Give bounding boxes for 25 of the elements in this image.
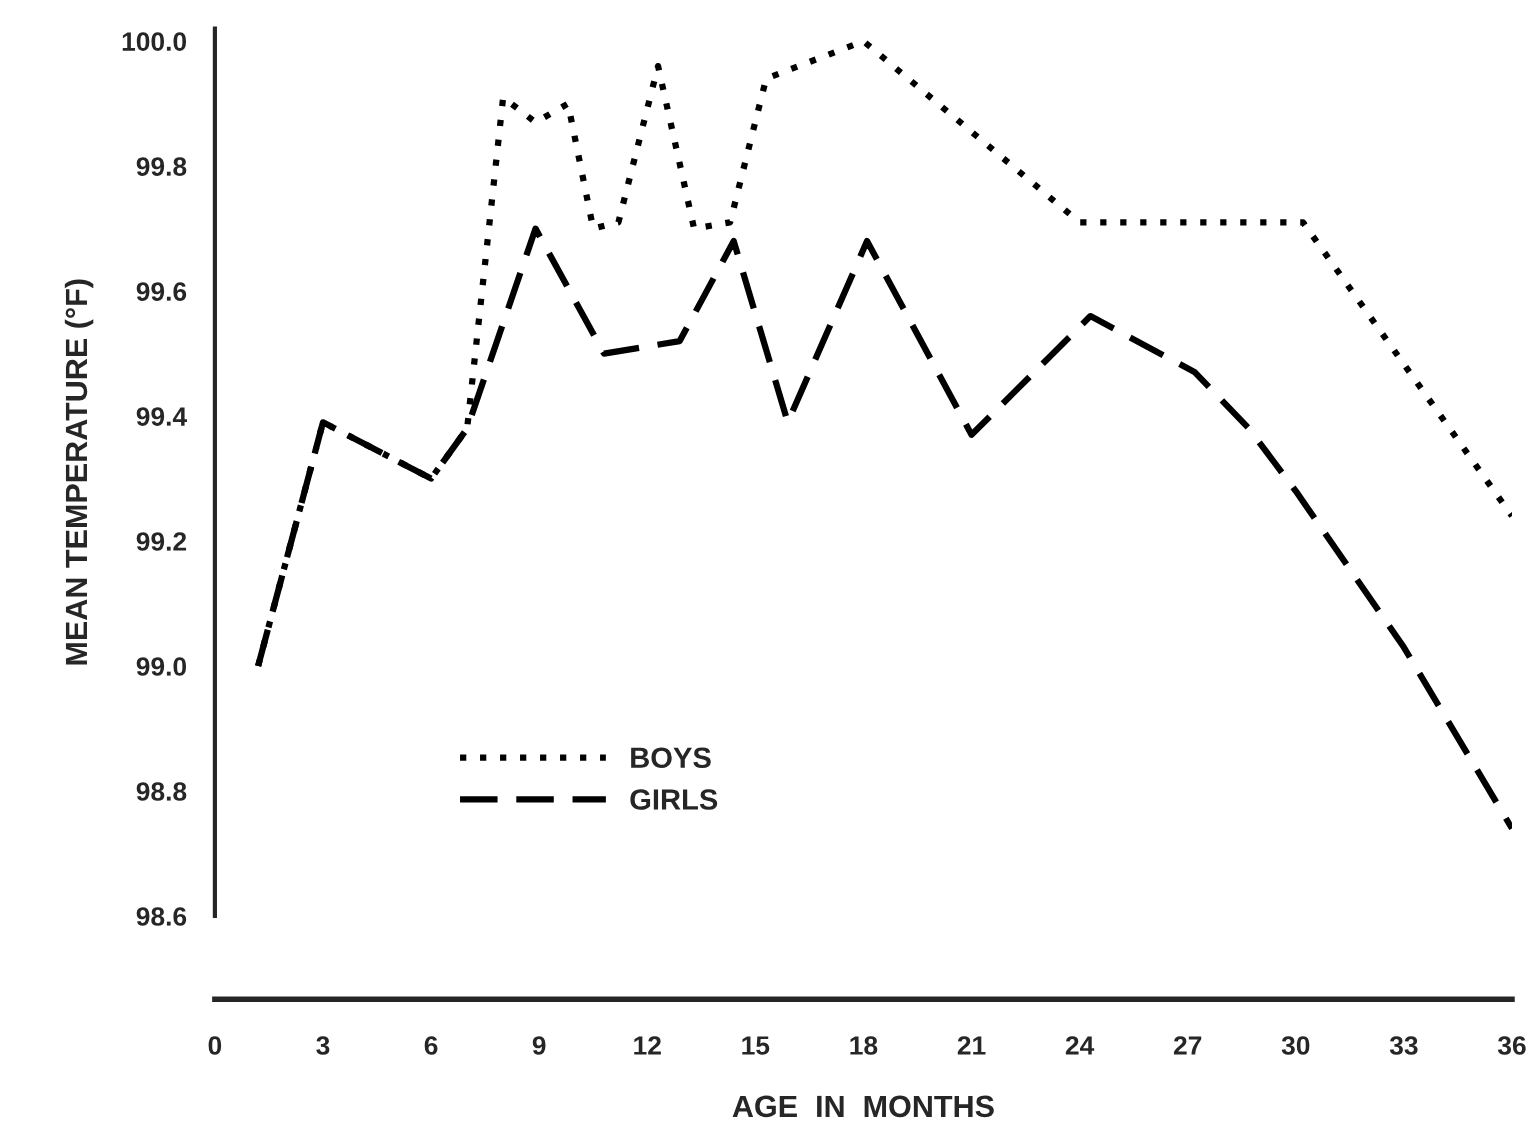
y-tick-label: 98.6 [136, 907, 187, 926]
x-tick-label: 9 [532, 1036, 546, 1055]
x-tick-label: 15 [742, 1036, 770, 1055]
y-tick-label: 99.2 [136, 532, 187, 551]
y-tick-label: 100.0 [122, 32, 187, 51]
x-tick-label: 27 [1173, 1036, 1202, 1055]
x-tick-label: 36 [1497, 1036, 1526, 1055]
x-tick-label: 30 [1281, 1036, 1310, 1055]
x-tick-label: 3 [316, 1036, 330, 1055]
x-tick-label: 24 [1065, 1036, 1095, 1055]
x-tick-label: 33 [1389, 1036, 1418, 1055]
x-tick-label: 12 [634, 1036, 661, 1055]
legend-label: BOYS [631, 747, 711, 769]
x-axis-title: AGE IN MONTHS [732, 1095, 994, 1118]
y-tick-label: 99.6 [136, 282, 187, 301]
y-tick-label: 98.8 [136, 782, 187, 801]
x-tick-label: 21 [957, 1036, 986, 1055]
legend-label: GIRLS [630, 789, 718, 810]
y-tick-label: 99.8 [136, 157, 187, 176]
y-tick-label: 99.0 [136, 657, 187, 676]
y-axis-title: MEAN TEMPERATURE (°F) [64, 279, 94, 665]
y-tick-label: 99.4 [136, 407, 187, 426]
x-tick-label: 0 [208, 1036, 222, 1055]
x-tick-label: 18 [850, 1036, 878, 1055]
x-tick-label: 6 [424, 1036, 438, 1055]
